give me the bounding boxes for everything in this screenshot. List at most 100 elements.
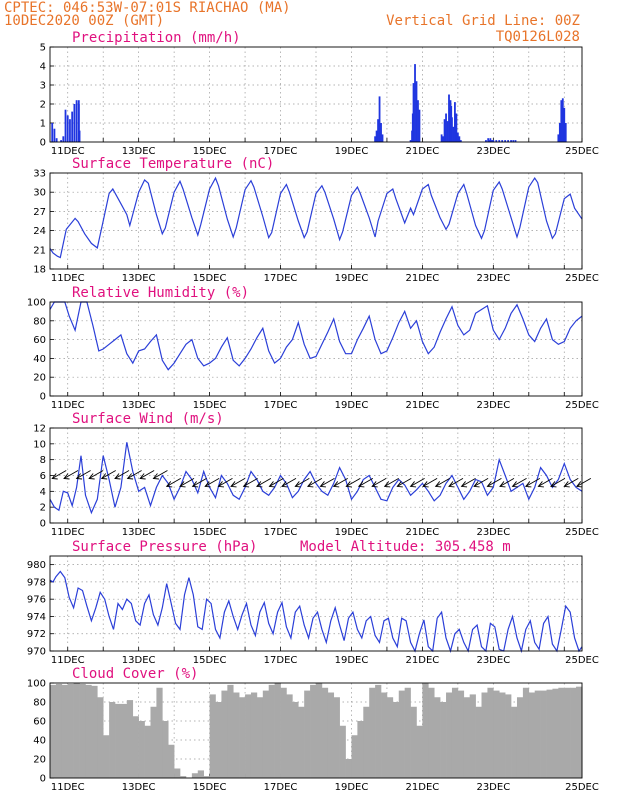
wind-arrow: [307, 478, 323, 487]
cloud-bar: [310, 684, 317, 778]
wind-arrow-head: [383, 481, 391, 488]
precip-ytick-label: 1: [40, 119, 46, 130]
precip-bar: [380, 123, 382, 142]
precip-bar: [557, 134, 560, 142]
temp-ytick-label: 30: [33, 188, 46, 199]
cloud-bar: [357, 721, 364, 778]
pressure-xtick-label: 15DEC: [193, 655, 227, 666]
wind-arrow: [358, 478, 374, 487]
wind-arrow-head: [268, 481, 275, 488]
temp-ytick-label: 21: [33, 245, 46, 256]
cloud-bar: [50, 684, 57, 778]
header-run-time: 10DEC2020 00Z (GMT): [4, 13, 164, 29]
humidity-ytick-label: 60: [33, 335, 46, 346]
cloud-bar: [463, 697, 470, 778]
wind-arrow: [63, 470, 79, 479]
wind-arrow-head: [550, 481, 557, 488]
precip-bar: [512, 140, 515, 142]
cloud-bar: [180, 776, 187, 778]
wind-arrow-head: [434, 481, 442, 488]
cloud-bar: [511, 706, 518, 778]
temp-ytick-label: 18: [33, 265, 46, 276]
wind-arrow-head: [357, 481, 365, 488]
precip-bar: [454, 102, 456, 142]
precip-bar: [504, 140, 507, 142]
cloud-bar: [440, 702, 447, 778]
wind-series-line: [49, 442, 583, 515]
cloud-bar: [546, 689, 553, 778]
precip-bar: [558, 123, 561, 142]
wind-arrow-head: [345, 481, 352, 488]
wind-ytick-label: 2: [40, 503, 46, 514]
cloud-ytick-label: 20: [33, 755, 46, 766]
wind-arrow: [243, 478, 258, 487]
cloud-xtick-label: 17DEC: [264, 782, 298, 793]
pressure-xtick-label: 19DEC: [335, 655, 369, 666]
cloud-bar: [422, 683, 429, 778]
cloud-bar: [351, 735, 358, 778]
temp-series-line: [49, 176, 583, 259]
header-grid-note: Vertical Grid Line: 00Z: [386, 13, 580, 29]
precip-bar: [456, 132, 459, 142]
cloud-bar: [79, 683, 86, 778]
cloud-bar: [109, 702, 116, 778]
wind-arrow: [281, 478, 297, 487]
wind-arrow: [269, 478, 284, 487]
pressure-series-line: [49, 570, 583, 654]
wind-arrow-head: [152, 473, 159, 480]
temp-xtick-label: 17DEC: [264, 273, 298, 284]
precip-bar: [62, 136, 65, 142]
precip-bar: [375, 130, 378, 142]
cloud-bar: [91, 685, 98, 778]
wind-panel: Surface Wind (m/s) 0 2 4 6 8 10 12 11DEC 13DEC 15D…: [33, 411, 599, 538]
precip-bar: [452, 126, 455, 142]
wind-arrow-head: [448, 481, 455, 488]
pressure-ytick-label: 978: [27, 577, 46, 588]
temp-ytick-label: 33: [33, 169, 46, 180]
wind-arrow-head: [409, 481, 417, 488]
cloud-bar: [156, 687, 163, 778]
wind-arrow: [525, 478, 541, 487]
wind-arrow-head: [256, 481, 263, 488]
wind-xtick-label: 23DEC: [476, 527, 510, 538]
cloud-bar: [576, 686, 583, 778]
precip-bar: [445, 113, 447, 142]
precip-bar: [492, 140, 495, 142]
temp-xtick-label: 23DEC: [476, 273, 510, 284]
cloud-bar: [564, 687, 571, 778]
precip-xtick-label: 23DEC: [476, 146, 510, 157]
cloud-bar: [215, 702, 222, 778]
temp-xtick-label: 25DEC: [565, 273, 599, 284]
cloud-xtick-label: 11DEC: [51, 782, 85, 793]
pressure-ytick-label: 976: [27, 595, 46, 606]
humidity-xtick-label: 21DEC: [406, 400, 440, 411]
precip-bar: [563, 107, 566, 142]
cloud-bar: [191, 773, 199, 778]
cloud-bar: [150, 706, 157, 778]
wind-frame: [49, 427, 583, 524]
cloud-bar: [558, 687, 565, 778]
wind-xtick-label: 19DEC: [335, 527, 369, 538]
cloud-bar: [416, 725, 423, 778]
precip-title: Precipitation (mm/h): [72, 30, 241, 46]
cloud-bar: [304, 690, 311, 778]
pressure-annotation: Model Altitude: 305.458 m: [300, 539, 511, 555]
wind-ytick-label: 4: [40, 487, 46, 498]
pressure-xtick-label: 25DEC: [565, 655, 599, 666]
wind-arrow: [218, 478, 233, 487]
pressure-xtick-label: 23DEC: [476, 655, 510, 666]
wind-arrow: [448, 478, 464, 487]
cloud-bar: [262, 690, 270, 778]
cloud-bar: [286, 694, 293, 778]
cloud-bar: [339, 725, 346, 778]
precip-bar: [374, 136, 377, 142]
pressure-xtick-label: 17DEC: [264, 655, 298, 666]
cloud-bar: [103, 735, 110, 778]
precip-bar: [412, 83, 415, 142]
wind-xtick-label: 13DEC: [122, 527, 156, 538]
wind-xtick-label: 11DEC: [51, 527, 85, 538]
wind-arrow: [487, 478, 502, 487]
cloud-bar: [333, 697, 340, 778]
cloud-bar: [268, 684, 275, 778]
humidity-ytick-label: 20: [33, 373, 46, 384]
